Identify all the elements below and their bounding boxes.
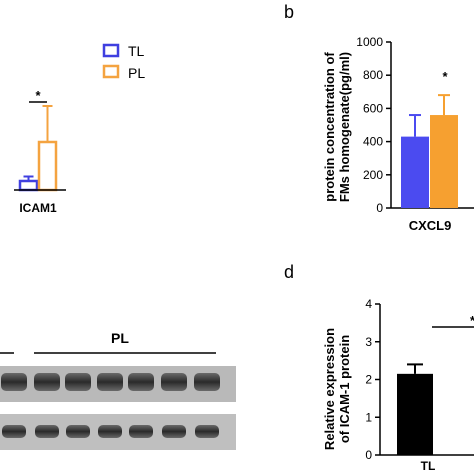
significance-star-d: * (470, 313, 474, 328)
legend-label-pl: PL (128, 65, 145, 81)
y-tick-label-d: 0 (365, 448, 372, 462)
category-label-b: CXCL9 (409, 218, 452, 233)
significance-star-a: * (35, 88, 41, 103)
blot-band-lower (162, 425, 186, 438)
blot-band-upper (161, 373, 187, 391)
legend-swatch-tl (102, 43, 120, 58)
blot-band-upper (65, 373, 91, 391)
y-tick-label-d: 2 (365, 373, 372, 387)
category-label-d: TL (421, 459, 436, 473)
y-tick-label-d: 1 (365, 410, 372, 424)
category-label-a: ICAM1 (19, 201, 57, 215)
panel-letter-b: b (284, 2, 295, 22)
blot-band-upper (128, 373, 154, 391)
group-label-pl: PL (111, 330, 129, 346)
blot-band-upper (1, 373, 27, 391)
blot-band-lower (195, 425, 219, 438)
significance-star-b: * (442, 69, 448, 84)
y-tick-label-b: 400 (363, 135, 383, 149)
bar-b-tl (401, 136, 429, 208)
legend-swatch-pl (102, 64, 120, 79)
y-tick-label-b: 600 (363, 101, 383, 115)
blot-band-lower (35, 425, 59, 438)
blot-upper-bands (1, 373, 220, 391)
bar-b-pl (430, 115, 458, 208)
blot-band-lower (66, 425, 90, 438)
panel-b-bars (401, 94, 458, 208)
y-tick-label-b: 0 (376, 201, 383, 215)
y-tick-label-b: 800 (363, 68, 383, 82)
blot-band-upper (194, 373, 220, 391)
panel-letter-d: d (284, 262, 295, 282)
bar-d-tl (397, 373, 433, 455)
panel-d-axis: 0 1 2 3 4 (365, 297, 474, 462)
legend-label-tl: TL (128, 43, 145, 59)
blot-lower-bands (2, 425, 219, 438)
y-tick-label-d: 3 (365, 335, 372, 349)
blot-band-lower (129, 425, 153, 438)
panel-b-axis: 0 200 400 600 800 1000 (356, 35, 474, 215)
y-tick-label-b: 1000 (356, 35, 383, 49)
blot-band-upper (97, 373, 123, 391)
y-tick-label-d: 4 (365, 297, 372, 311)
panel-d-bars (397, 363, 433, 455)
blot-band-upper (34, 373, 60, 391)
blot-band-lower (2, 425, 26, 438)
blot-band-lower (98, 425, 122, 438)
y-tick-label-b: 200 (363, 168, 383, 182)
